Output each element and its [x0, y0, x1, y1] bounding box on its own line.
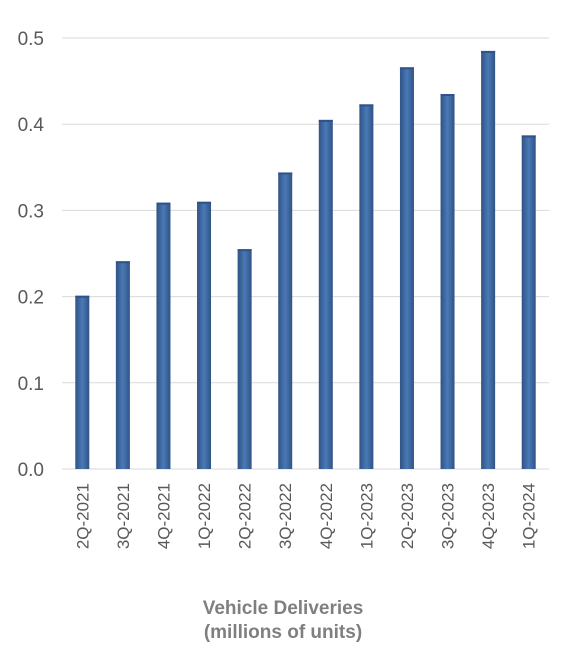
x-tick-label: 1Q-2024: [520, 483, 539, 549]
x-tick-label: 4Q-2023: [479, 483, 498, 549]
bar: [75, 295, 90, 469]
bars: [75, 50, 536, 470]
y-tick-label: 0.4: [18, 115, 45, 136]
bar-cap: [237, 249, 252, 252]
bar-cap: [481, 50, 496, 53]
bar-cap: [197, 201, 212, 204]
y-axis-ticks: 0.0 0.1 0.2 0.3 0.4 0.5: [18, 29, 45, 481]
y-tick-label: 0.2: [18, 288, 44, 309]
x-tick-label: 2Q-2021: [73, 483, 92, 549]
bar: [440, 94, 455, 469]
x-tick-label: 2Q-2023: [398, 483, 417, 549]
bar-cap: [318, 119, 333, 122]
bar: [359, 104, 374, 470]
bar-cap: [440, 94, 455, 97]
bar: [278, 172, 293, 470]
y-tick-label: 0.0: [18, 460, 44, 481]
y-tick-label: 0.3: [18, 201, 44, 222]
bar: [399, 67, 414, 470]
bar-cap: [115, 261, 130, 264]
bar: [237, 249, 252, 469]
bar-cap: [156, 202, 171, 205]
bar: [115, 261, 130, 469]
bar: [481, 50, 496, 470]
x-tick-label: 2Q-2022: [236, 483, 255, 549]
x-tick-label: 3Q-2023: [439, 483, 458, 549]
bar: [318, 119, 333, 469]
x-tick-label: 1Q-2022: [195, 483, 214, 549]
bar-cap: [75, 295, 90, 298]
bar-cap: [521, 135, 536, 138]
y-tick-label: 0.5: [18, 29, 44, 50]
y-tick-label: 0.1: [18, 374, 44, 395]
bar: [521, 135, 536, 469]
bar-cap: [278, 172, 293, 175]
bar: [197, 201, 212, 469]
chart-title: Vehicle Deliveries (millions of units): [203, 598, 364, 643]
x-tick-label: 3Q-2022: [276, 483, 295, 549]
x-tick-label: 4Q-2022: [317, 483, 336, 549]
x-tick-label: 1Q-2023: [357, 483, 376, 549]
gridlines: [62, 37, 549, 470]
bar: [156, 202, 171, 469]
x-tick-label: 4Q-2021: [154, 483, 173, 549]
title-line-2: (millions of units): [204, 622, 362, 643]
bar-cap: [359, 104, 374, 107]
x-axis-ticks: 2Q-2021 3Q-2021 4Q-2021 1Q-2022 2Q-2022 3Q-20…: [73, 483, 538, 549]
x-tick-label: 3Q-2021: [114, 483, 133, 549]
bar-cap: [399, 67, 414, 70]
title-line-1: Vehicle Deliveries: [203, 598, 364, 619]
